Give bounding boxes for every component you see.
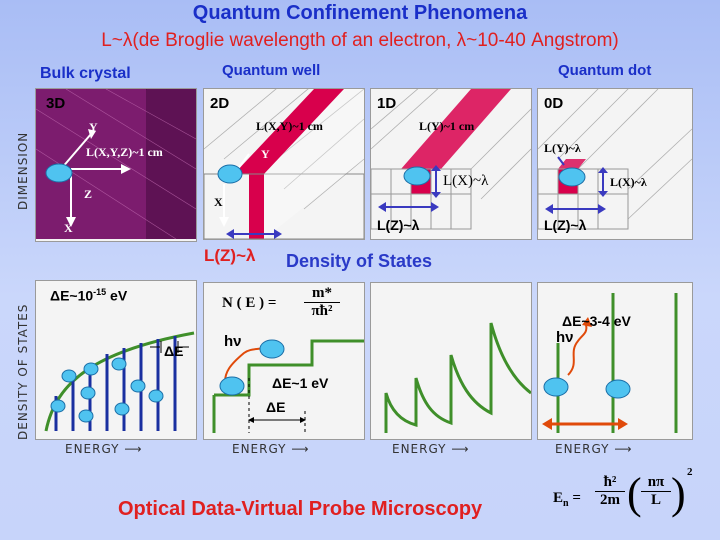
bulk-axis-z: Z xyxy=(84,187,93,201)
page-subtitle: L~λ(de Broglie wavelength of an electron… xyxy=(101,30,619,51)
dot-ly-label: L(Y)~λ xyxy=(544,141,581,155)
well-graphic xyxy=(204,89,364,239)
well-delta-e: ΔE xyxy=(266,399,286,415)
energy-level-formula: En = ħ² 2m ( nπ L ) 2 xyxy=(553,466,693,518)
panel-wire-dimension: 1D L(Y)~1 cm L(X)~λ L(Z)~λ xyxy=(370,88,532,240)
dot-hv-label: hν xyxy=(556,329,574,346)
energy-axis-well: ENERGY ⟶ xyxy=(232,442,310,456)
dot-graphic xyxy=(538,89,692,230)
wire-size-label: L(Y)~1 cm xyxy=(419,119,475,133)
well-dos-graphic xyxy=(212,339,364,433)
footer-title: Optical Data-Virtual Probe Microscopy xyxy=(118,498,483,520)
panel-well-dimension: 2D L(X,Y)~1 cm Y X xyxy=(203,88,365,240)
dot-dos-graphic xyxy=(542,293,678,433)
axis-dimension: DIMENSION xyxy=(16,131,30,210)
heading-bulk: Bulk crystal xyxy=(40,65,131,82)
axis-density-of-states: DENSITY OF STATES xyxy=(16,303,30,440)
well-size-label: L(X,Y)~1 cm xyxy=(256,119,323,133)
dim-label-3d: 3D xyxy=(46,95,66,112)
dot-lz-label: L(Z)~λ xyxy=(544,217,587,233)
well-axis-x: X xyxy=(214,195,223,209)
energy-axis-bulk: ENERGY ⟶ xyxy=(65,442,143,456)
heading-well: Quantum well xyxy=(222,62,321,79)
wire-lz-label: L(Z)~λ xyxy=(377,217,420,233)
bulk-dos-graphic xyxy=(44,331,195,432)
dos-formula-fraction: m* πħ² xyxy=(304,285,340,320)
bulk-crystal-graphic xyxy=(36,89,196,240)
panel-wire-dos xyxy=(370,282,532,440)
dim-label-1d: 1D xyxy=(377,95,397,112)
bulk-axis-x: X xyxy=(64,221,73,235)
energy-axis-dot: ENERGY ⟶ xyxy=(555,442,633,456)
well-hv-label: hν xyxy=(224,333,242,350)
panel-bulk-dos: ΔE~10-15 eV ΔE xyxy=(35,280,197,440)
dim-label-0d: 0D xyxy=(544,95,564,112)
dot-lx-label: L(X)~λ xyxy=(610,175,647,189)
dos-title: Density of States xyxy=(286,251,433,271)
wire-graphic xyxy=(371,89,531,230)
heading-dot: Quantum dot xyxy=(558,62,652,79)
energy-axis-wire: ENERGY ⟶ xyxy=(392,442,470,456)
well-lz-label: L(Z)~λ xyxy=(204,246,256,265)
bulk-de-label: ΔE~10-15 eV xyxy=(50,287,128,304)
wire-dos-graphic xyxy=(384,322,531,433)
well-axis-y: Y xyxy=(261,147,270,161)
bulk-delta-e: ΔE xyxy=(164,343,184,359)
dos-formula: N ( E ) = xyxy=(222,295,277,311)
dot-de-label: ΔE~3-4 eV xyxy=(562,313,631,329)
page-title: Quantum Confinement Phenomena xyxy=(192,2,528,24)
bulk-axis-y: Y xyxy=(89,120,98,134)
wire-lx-label: L(X)~λ xyxy=(443,173,489,189)
panel-well-dos: N ( E ) = m* πħ² hν ΔE~1 eV ΔE xyxy=(203,282,365,440)
dim-label-2d: 2D xyxy=(210,95,230,112)
well-de-label: ΔE~1 eV xyxy=(272,375,329,391)
panel-dot-dimension: 0D L(Y)~λ L(X)~λ L(Z)~λ xyxy=(537,88,693,240)
panel-bulk-dimension: 3D Y L(X,Y,Z)~1 cm Z X xyxy=(35,88,197,242)
panel-dot-dos: ΔE~3-4 eV hν xyxy=(537,282,693,440)
bulk-size-label: L(X,Y,Z)~1 cm xyxy=(86,145,163,159)
